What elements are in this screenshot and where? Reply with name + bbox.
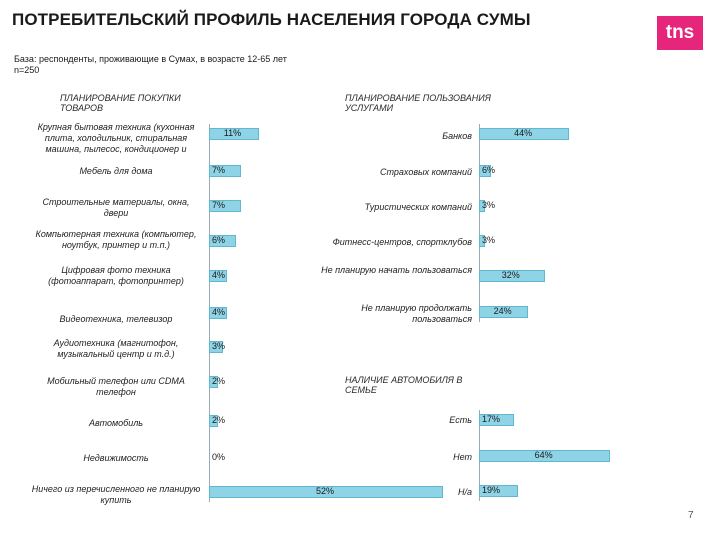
data-label-services: 3% bbox=[482, 235, 496, 245]
data-label-purchases: 52% bbox=[316, 486, 335, 496]
data-label-purchases: 0% bbox=[212, 452, 226, 462]
data-label-purchases: 7% bbox=[212, 165, 226, 175]
bar-services bbox=[479, 165, 492, 177]
base-line: База: респонденты, проживающие в Сумах, … bbox=[14, 54, 287, 64]
chart-title-car: НАЛИЧИЕ АВТОМОБИЛЯ В СЕМЬЕ bbox=[345, 375, 463, 395]
category-label-purchases: Аудиотехника (магнитофон, музыкальный це… bbox=[53, 338, 179, 359]
category-label-services: Фитнесс-центров, спортклубов bbox=[332, 237, 472, 247]
category-label-services: Страховых компаний bbox=[380, 167, 472, 177]
category-label-purchases: Видеотехника, телевизор bbox=[59, 314, 173, 324]
bar-car bbox=[479, 414, 514, 426]
category-label-purchases: Компьютерная техника (компьютер, ноутбук… bbox=[35, 229, 197, 250]
bar-services bbox=[479, 200, 486, 212]
category-label-services: Не планирую начать пользоваться bbox=[321, 265, 472, 275]
data-label-car: 64% bbox=[534, 450, 553, 460]
page-title: ПОТРЕБИТЕЛЬСКИЙ ПРОФИЛЬ НАСЕЛЕНИЯ ГОРОДА… bbox=[12, 10, 531, 29]
category-label-purchases: Автомобиль bbox=[88, 418, 144, 428]
data-label-purchases: 11% bbox=[223, 128, 242, 138]
data-label-purchases: 4% bbox=[212, 270, 226, 280]
bar-purchases bbox=[209, 270, 227, 282]
data-label-services: 3% bbox=[482, 200, 496, 210]
axis-line-services bbox=[479, 124, 480, 322]
category-label-purchases: Мобильный телефон или CDMA телефон bbox=[47, 376, 185, 397]
category-label-purchases: Строительные материалы, окна, двери bbox=[42, 197, 190, 218]
bar-purchases bbox=[209, 341, 223, 353]
data-label-purchases: 3% bbox=[212, 341, 226, 351]
data-label-purchases: 4% bbox=[212, 307, 226, 317]
bar-purchases bbox=[209, 415, 218, 427]
bar-services bbox=[479, 235, 486, 247]
bar-services bbox=[479, 306, 529, 318]
bar-purchases bbox=[209, 165, 241, 177]
tns-logo: tns bbox=[657, 16, 703, 50]
bar-purchases bbox=[209, 376, 218, 388]
category-label-purchases: Крупная бытовая техника (кухонная плита,… bbox=[37, 122, 195, 154]
data-label-car: 19% bbox=[482, 485, 501, 495]
category-label-purchases: Мебель для дома bbox=[79, 166, 153, 176]
category-label-services: Не планирую продолжать пользоваться bbox=[361, 303, 472, 324]
category-label-services: Банков bbox=[442, 131, 472, 141]
data-label-purchases: 2% bbox=[212, 376, 226, 386]
page-number: 7 bbox=[688, 510, 694, 521]
category-label-purchases: Ничего из перечисленного не планирую куп… bbox=[31, 484, 201, 505]
bar-purchases bbox=[209, 200, 241, 212]
category-label-purchases: Недвижимость bbox=[83, 453, 149, 463]
chart-title-services: ПЛАНИРОВАНИЕ ПОЛЬЗОВАНИЯ УСЛУГАМИ bbox=[345, 93, 491, 113]
bar-purchases bbox=[209, 235, 236, 247]
data-label-car: 17% bbox=[482, 414, 501, 424]
category-label-purchases: Цифровая фото техника (фотоаппарат, фото… bbox=[48, 265, 184, 286]
data-label-purchases: 6% bbox=[212, 235, 226, 245]
category-label-car: Есть bbox=[449, 415, 472, 425]
category-label-services: Туристических компаний bbox=[364, 202, 472, 212]
data-label-services: 6% bbox=[482, 165, 496, 175]
category-label-car: Н/а bbox=[457, 487, 472, 497]
data-label-purchases: 7% bbox=[212, 200, 226, 210]
category-label-car: Нет bbox=[453, 452, 472, 462]
data-label-services: 44% bbox=[514, 128, 533, 138]
bar-purchases bbox=[209, 128, 259, 140]
bar-purchases bbox=[209, 486, 443, 498]
bar-car bbox=[479, 450, 611, 462]
bar-purchases bbox=[209, 307, 227, 319]
bar-services bbox=[479, 270, 545, 282]
bar-car bbox=[479, 485, 518, 497]
data-label-services: 24% bbox=[493, 306, 512, 316]
data-label-purchases: 2% bbox=[212, 415, 226, 425]
bar-services bbox=[479, 128, 570, 140]
base-sample-size: n=250 bbox=[14, 65, 40, 75]
chart-title-purchases: ПЛАНИРОВАНИЕ ПОКУПКИ ТОВАРОВ bbox=[60, 93, 181, 113]
base-description: База: респонденты, проживающие в Сумах, … bbox=[14, 54, 287, 76]
data-label-services: 32% bbox=[501, 270, 520, 280]
